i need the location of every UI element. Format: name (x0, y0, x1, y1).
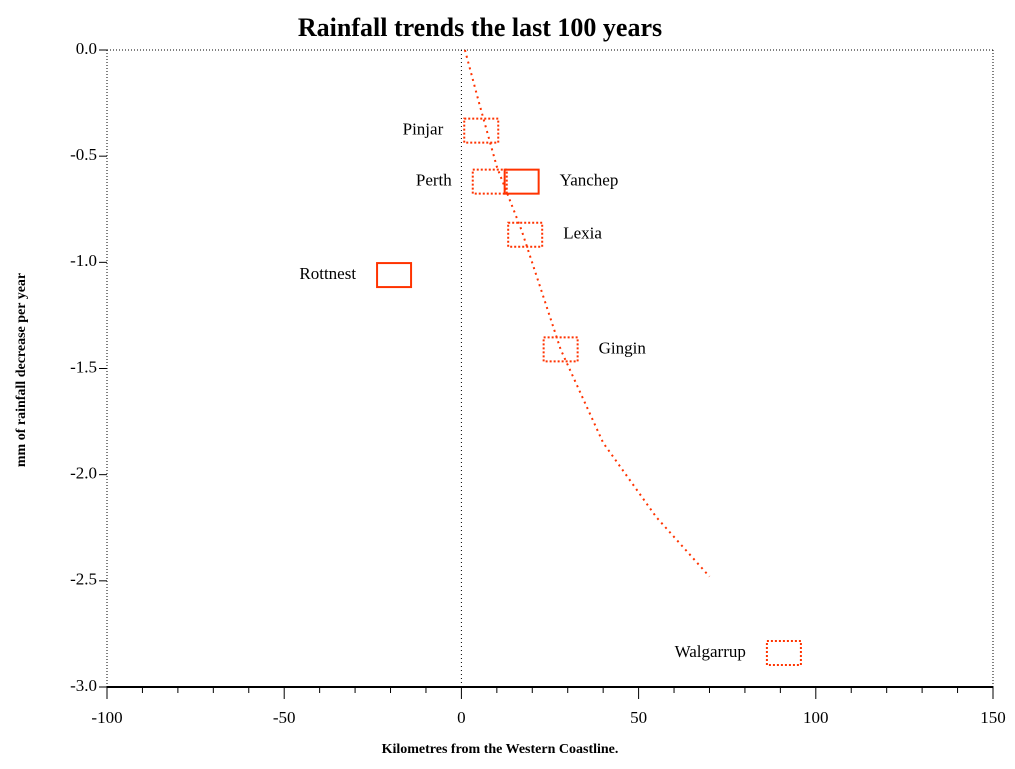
chart-title: Rainfall trends the last 100 years (298, 13, 662, 42)
point (463, 117, 500, 144)
point (503, 168, 540, 195)
x-axis-label: Kilometres from the Western Coastline. (382, 742, 619, 757)
point-label: Walgarrup (675, 642, 746, 661)
point-label: Perth (416, 171, 452, 190)
point (471, 168, 508, 195)
y-tick-label: -2.5 (70, 570, 97, 589)
y-tick-label: -2.0 (70, 464, 97, 483)
point-label: Yanchep (560, 171, 619, 190)
point-label: Pinjar (403, 120, 444, 139)
x-tick-label: 150 (980, 708, 1006, 727)
y-axis-label: mm of rainfall decrease per year (14, 273, 29, 467)
y-tick-label: -1.0 (70, 251, 97, 270)
point (542, 336, 579, 363)
y-tick-label: -0.5 (70, 145, 97, 164)
x-tick-label: 50 (630, 708, 647, 727)
y-tick-label: -3.0 (70, 676, 97, 695)
point-label: Rottnest (299, 264, 356, 283)
x-tick-label: 0 (457, 708, 466, 727)
point-label: Gingin (599, 338, 647, 357)
trend-line (463, 49, 711, 578)
x-tick-label: -50 (273, 708, 296, 727)
point (376, 262, 413, 289)
point (507, 221, 544, 248)
y-tick-label: 0.0 (76, 39, 97, 58)
x-tick-label: -100 (91, 708, 122, 727)
y-tick-label: -1.5 (70, 357, 97, 376)
point-label: Lexia (563, 224, 602, 243)
x-tick-label: 100 (803, 708, 829, 727)
point (765, 640, 802, 667)
